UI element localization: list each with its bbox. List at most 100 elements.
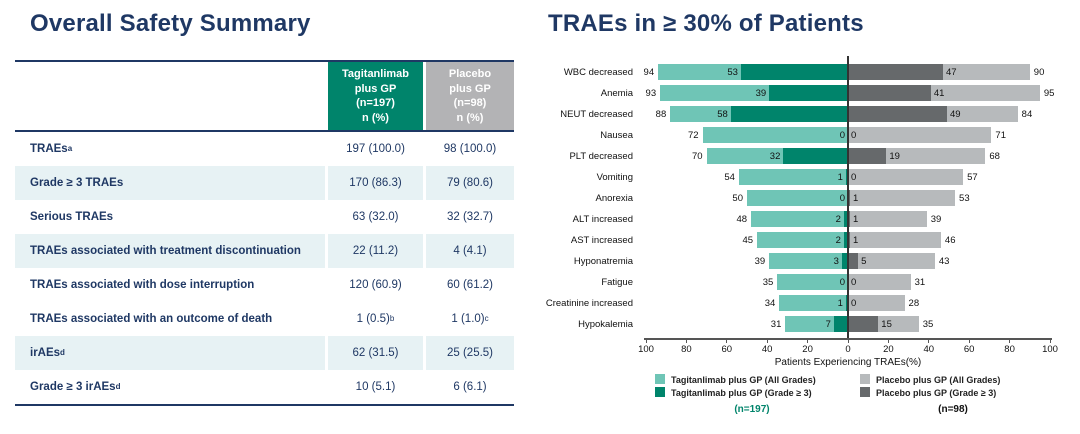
value-label-placebo-grade3: 1: [853, 234, 859, 246]
table-header-spacer: [15, 62, 325, 131]
x-axis-tick: [887, 338, 889, 343]
x-axis-tick: [847, 338, 849, 343]
bar-placebo-all-grades: [848, 295, 905, 311]
value-label-placebo-grade3: 19: [889, 150, 900, 162]
group-n-tagitanlimab: (n=197): [734, 404, 770, 415]
row-label: irAEs d: [15, 336, 325, 371]
bar-tagitanlimab-grade3: [833, 316, 848, 332]
bar-tagitanlimab-grade3: [783, 148, 848, 164]
category-label: WBC decreased: [563, 67, 633, 78]
bar-placebo-grade3: [848, 64, 943, 80]
bar-tagitanlimab-grade3: [730, 106, 848, 122]
value-label-tagitanlimab-all: 39: [754, 255, 766, 267]
value-label-placebo-grade3: 49: [949, 108, 961, 120]
row-label: TRAEs associated with dose interruption: [30, 279, 255, 292]
row-label: TRAEs associated with treatment disconti…: [15, 234, 325, 269]
value-label-tagitanlimab-grade3: 58: [717, 108, 728, 120]
group-n-placebo: (n=98): [938, 404, 968, 415]
legend-label: Placebo plus GP (All Grades): [876, 374, 1001, 385]
category-label: Nausea: [600, 130, 633, 141]
value-label-placebo-grade3: 1: [853, 213, 859, 225]
value-label-tagitanlimab-all: 48: [736, 213, 748, 225]
bar-placebo-all-grades: [848, 127, 992, 143]
table-row: irAEs d 62 (31.5) 25 (25.5): [15, 336, 514, 371]
bar-tagitanlimab-all-grades: [769, 253, 848, 269]
value-label-placebo-grade3: 0: [851, 129, 857, 141]
bar-tagitanlimab-all-grades: [785, 316, 848, 332]
cell-placebo: 32 (32.7): [446, 211, 494, 224]
x-axis-tick-label: 60: [963, 344, 975, 355]
value-label-tagitanlimab-grade3: 1: [837, 171, 843, 183]
x-axis-tick-label: 80: [1004, 344, 1015, 355]
cell-tagitanlimab: 22 (11.2): [328, 234, 423, 269]
bar-tagitanlimab-grade3: [841, 253, 848, 269]
bar-tagitanlimab-all-grades: [757, 232, 848, 248]
category-label: Creatinine increased: [545, 298, 633, 309]
category-label: Vomiting: [596, 172, 633, 183]
category-label: Anorexia: [595, 193, 634, 204]
value-label-tagitanlimab-grade3: 53: [727, 66, 738, 78]
x-axis-tick-label: 60: [721, 344, 733, 355]
x-axis-tick-label: 40: [923, 344, 935, 355]
value-label-tagitanlimab-grade3: 0: [839, 276, 845, 288]
value-label-placebo-all: 39: [930, 213, 942, 225]
bar-placebo-grade3: [848, 148, 887, 164]
value-label-tagitanlimab-all: 35: [762, 276, 774, 288]
legend-swatch: [860, 387, 870, 397]
safety-summary-table: Tagitanlimab plus GP (n=197) n (%) Place…: [15, 60, 514, 407]
value-label-tagitanlimab-grade3: 7: [825, 318, 831, 330]
value-label-tagitanlimab-all: 31: [770, 318, 782, 330]
value-label-placebo-grade3: 0: [851, 276, 857, 288]
x-axis-tick-label: 20: [883, 344, 894, 355]
table-row: TRAEs associated with dose interruption 1…: [15, 268, 514, 302]
value-label-placebo-all: 68: [989, 150, 1000, 162]
table-row: TRAEs a 197 (100.0) 98 (100.0): [15, 132, 514, 166]
bar-tagitanlimab-grade3: [740, 64, 848, 80]
value-label-tagitanlimab-grade3: 2: [835, 213, 841, 225]
value-label-placebo-grade3: 0: [851, 297, 857, 309]
value-label-placebo-all: 90: [1033, 66, 1045, 78]
bar-tagitanlimab-all-grades: [738, 169, 848, 185]
x-axis-tick: [807, 338, 809, 343]
bar-placebo-all-grades: [848, 232, 941, 248]
bar-placebo-all-grades: [848, 274, 911, 290]
bar-tagitanlimab-grade3: [845, 169, 848, 185]
bar-tagitanlimab-grade3: [769, 85, 848, 101]
value-label-tagitanlimab-grade3: 39: [755, 87, 767, 99]
category-label: AST increased: [570, 235, 633, 246]
value-label-placebo-all: 28: [908, 297, 920, 309]
x-axis-tick: [1009, 338, 1011, 343]
cell-tagitanlimab: 1 (0.5) b: [356, 313, 395, 326]
bar-tagitanlimab-all-grades: [779, 295, 848, 311]
x-axis-tick-label: 40: [761, 344, 773, 355]
table-row: Grade ≥ 3 TRAEs 170 (86.3) 79 (80.6): [15, 166, 514, 201]
table-row: TRAEs associated with an outcome of deat…: [15, 302, 514, 336]
x-axis-tick: [1049, 338, 1051, 343]
value-label-placebo-grade3: 41: [933, 87, 945, 99]
value-label-placebo-all: 71: [995, 129, 1006, 141]
cell-placebo: 25 (25.5): [426, 336, 514, 371]
cell-tagitanlimab: 170 (86.3): [328, 166, 423, 201]
table-row: TRAEs associated with treatment disconti…: [15, 234, 514, 269]
cell-tagitanlimab: 62 (31.5): [328, 336, 423, 371]
x-axis-tick-label: 0: [845, 344, 851, 355]
table-header-row: Tagitanlimab plus GP (n=197) n (%) Place…: [15, 62, 514, 133]
category-label: ALT increased: [572, 214, 633, 225]
x-axis-title: Patients Experiencing TRAEs(%): [774, 357, 922, 368]
x-axis-tick: [685, 338, 687, 343]
value-label-placebo-all: 57: [967, 171, 978, 183]
cell-placebo: 60 (61.2): [446, 279, 494, 292]
table-row: Serious TRAEs 63 (32.0) 32 (32.7): [15, 200, 514, 234]
category-label: NEUT decreased: [560, 109, 633, 120]
bar-tagitanlimab-grade3: [843, 232, 848, 248]
bar-placebo-grade3: [848, 253, 859, 269]
bar-tagitanlimab-all-grades: [751, 211, 848, 227]
value-label-tagitanlimab-all: 70: [692, 150, 703, 162]
cell-placebo: 79 (80.6): [426, 166, 514, 201]
value-label-tagitanlimab-all: 94: [643, 66, 655, 78]
value-label-tagitanlimab-grade3: 1: [837, 297, 843, 309]
legend-swatch: [860, 374, 870, 384]
category-label: PLT decreased: [569, 151, 633, 162]
cell-placebo: 98 (100.0): [443, 143, 497, 156]
